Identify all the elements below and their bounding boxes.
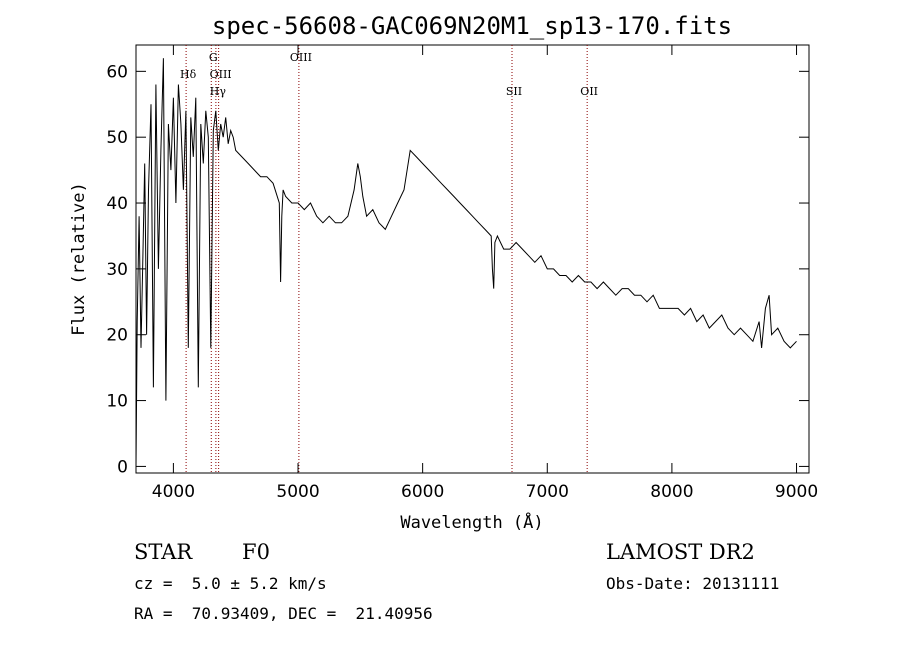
x-tick-label: 6000 — [401, 482, 444, 502]
survey-name: LAMOST DR2 — [606, 540, 755, 564]
spectrum-line — [135, 58, 797, 467]
y-tick-label: 0 — [117, 457, 128, 477]
spectral-line-markers — [185, 45, 588, 473]
y-tick-label: 40 — [106, 194, 128, 214]
x-axis-ticks: 4000 5000 6000 7000 8000 9000 — [152, 45, 818, 502]
object-subclass: F0 — [242, 540, 270, 564]
spectral-line-label: G — [209, 51, 218, 64]
spectral-line-label: OII — [580, 85, 598, 98]
spectral-line-label: OIII — [210, 68, 232, 81]
x-tick-label: 9000 — [775, 482, 818, 502]
y-tick-label: 60 — [106, 62, 128, 82]
y-tick-label: 50 — [106, 128, 128, 148]
x-tick-label: 7000 — [526, 482, 569, 502]
observation-date: Obs-Date: 20131111 — [606, 574, 780, 593]
spectral-line-label: Hδ — [180, 68, 197, 81]
x-tick-label: 4000 — [152, 482, 195, 502]
object-class: STAR — [134, 540, 193, 564]
x-tick-label: 5000 — [276, 482, 319, 502]
y-tick-label: 30 — [106, 260, 128, 280]
y-tick-label: 20 — [106, 326, 128, 346]
spectral-line-label: SII — [506, 85, 522, 98]
x-axis-label: Wavelength (Å) — [400, 511, 543, 533]
coordinates-readout: RA = 70.93409, DEC = 21.40956 — [134, 604, 433, 623]
spectral-line-labels: Hδ G OIII Hγ OIII SII OII — [180, 51, 598, 98]
plot-frame — [135, 44, 810, 474]
y-tick-label: 10 — [106, 392, 128, 412]
x-tick-label: 8000 — [650, 482, 693, 502]
redshift-readout: cz = 5.0 ± 5.2 km/s — [134, 574, 327, 593]
spectral-line-label: OIII — [290, 51, 312, 64]
y-axis-ticks: 0 10 20 30 40 50 60 — [106, 62, 809, 477]
spectral-line-label: Hγ — [210, 85, 227, 98]
y-axis-label: Flux (relative) — [69, 182, 89, 336]
chart-title: spec-56608-GAC069N20M1_sp13-170.fits — [212, 12, 732, 40]
